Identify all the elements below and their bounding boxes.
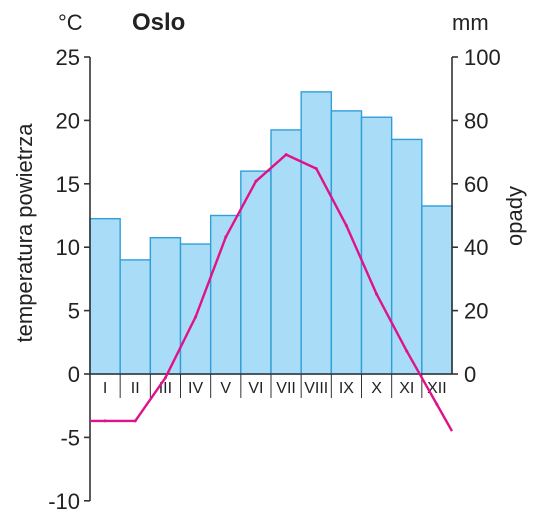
bar-I: [89, 217, 121, 375]
temperature-point-III: [163, 376, 167, 380]
right-tick-label: 100: [464, 45, 501, 70]
bar-III: [149, 236, 182, 375]
temperature-point-V: [224, 235, 228, 239]
left-tick-label: 20: [56, 108, 80, 133]
month-label-V: V: [220, 380, 231, 397]
month-label-IV: IV: [188, 380, 203, 397]
month-labels: I II III IV V VI VII VIII IX X XI XII: [103, 380, 447, 397]
bar-IV: [179, 243, 212, 375]
temperature-point-VII: [284, 153, 288, 157]
temperature-point-IV: [194, 315, 198, 319]
temperature-point-II: [133, 419, 137, 423]
month-label-VI: VI: [248, 380, 263, 397]
month-label-I: I: [103, 380, 107, 397]
axes: [84, 56, 458, 502]
temperature-series: [90, 153, 454, 432]
bar-II: [119, 259, 152, 375]
right-tick-label: 40: [464, 235, 488, 260]
temperature-point-XI: [405, 349, 409, 353]
left-tick-label: 25: [56, 45, 80, 70]
right-tick-label: 0: [464, 362, 476, 387]
bar-VIII: [300, 91, 333, 375]
temperature-point-X: [375, 292, 379, 296]
month-label-VIII: VIII: [304, 380, 328, 397]
left-tick-label: 10: [56, 235, 80, 260]
left-tick-label: -10: [48, 489, 80, 514]
left-axis-title: temperatura powietrza: [12, 123, 37, 343]
temperature-point-XII: [435, 402, 439, 406]
temperature-point-VI: [254, 179, 258, 183]
left-tick-label: -5: [60, 425, 80, 450]
bar-X: [360, 116, 393, 375]
right-axis-title: opady: [502, 186, 527, 246]
left-axis-unit: °C: [58, 10, 83, 35]
bar-XII: [421, 205, 453, 375]
month-label-IX: IX: [339, 380, 354, 397]
temperature-point-VIII: [314, 167, 318, 171]
month-label-X: X: [371, 380, 382, 397]
bar-IX: [330, 110, 363, 375]
right-axis-unit: mm: [452, 10, 489, 35]
bar-VI: [240, 170, 272, 375]
bar-VII: [270, 129, 302, 375]
month-label-VII: VII: [276, 380, 296, 397]
tick-labels: 25 20 15 10 5 0 -5 -10 100 80 60 40 20 0: [48, 45, 501, 514]
precipitation-bars: [89, 91, 453, 375]
right-tick-label: 60: [464, 172, 488, 197]
left-tick-label: 5: [68, 299, 80, 324]
right-tick-label: 20: [464, 299, 488, 324]
temperature-line: [90, 153, 454, 432]
chart-title: Oslo: [132, 9, 185, 36]
left-tick-label: 15: [56, 172, 80, 197]
month-label-II: II: [131, 380, 140, 397]
right-tick-label: 80: [464, 108, 488, 133]
temperature-point-I: [103, 419, 107, 423]
bar-XI: [390, 138, 423, 375]
temperature-point-IX: [344, 224, 348, 228]
month-label-XII: XII: [427, 380, 447, 397]
month-label-XI: XI: [399, 380, 414, 397]
left-tick-label: 0: [68, 362, 80, 387]
